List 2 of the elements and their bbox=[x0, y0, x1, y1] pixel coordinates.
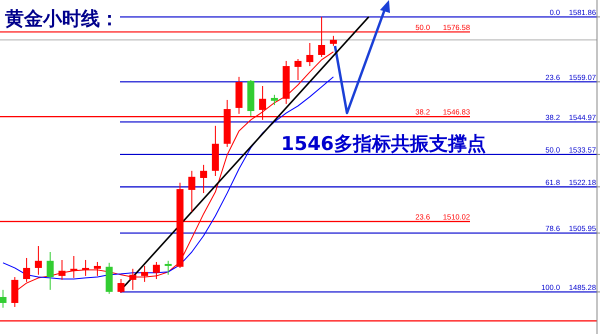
chart-title: 黄金小时线： bbox=[4, 8, 119, 30]
annotation: 1546多指标共振支撑点 bbox=[281, 133, 486, 155]
